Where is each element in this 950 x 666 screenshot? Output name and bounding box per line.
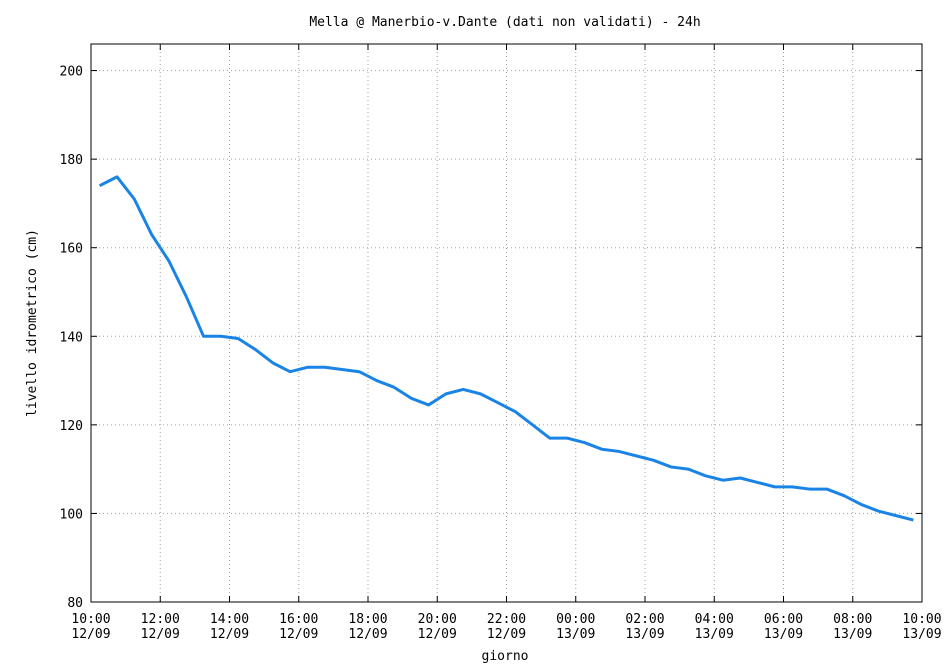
x-axis-label: giorno [482, 649, 529, 664]
x-tick-label-line: 20:00 [418, 612, 457, 627]
x-tick-label-line: 12/09 [418, 627, 457, 642]
x-tick-label: 04:00 13/09 [695, 612, 734, 642]
x-tick-label-line: 10:00 [902, 612, 941, 627]
y-tick-label: 200 [60, 65, 83, 80]
x-tick-label-line: 00:00 [556, 612, 595, 627]
y-tick-label: 180 [60, 153, 83, 168]
x-tick-label-line: 12/09 [71, 627, 110, 642]
y-tick-label: 140 [60, 330, 83, 345]
x-tick-label: 18:00 12/09 [348, 612, 387, 642]
chart-title: Mella @ Manerbio-v.Dante (dati non valid… [309, 15, 700, 30]
x-tick-label: 02:00 13/09 [625, 612, 664, 642]
x-tick-label-line: 10:00 [71, 612, 110, 627]
x-tick-label-line: 16:00 [279, 612, 318, 627]
x-tick-label-line: 12:00 [141, 612, 180, 627]
x-tick-label: 10:00 12/09 [71, 612, 110, 642]
y-tick-label: 100 [60, 507, 83, 522]
x-tick-label-line: 12/09 [487, 627, 526, 642]
plot-frame [90, 43, 923, 603]
x-tick-label-line: 12/09 [210, 627, 249, 642]
x-tick-label-line: 12/09 [279, 627, 318, 642]
x-tick-label-line: 13/09 [556, 627, 595, 642]
x-tick-label-line: 12/09 [141, 627, 180, 642]
x-tick-label-line: 13/09 [902, 627, 941, 642]
x-tick-label: 08:00 13/09 [833, 612, 872, 642]
x-tick-label-line: 04:00 [695, 612, 734, 627]
y-tick-label: 160 [60, 242, 83, 257]
data-line [98, 175, 914, 522]
x-tick-label: 10:00 13/09 [902, 612, 941, 642]
x-tick-label-line: 08:00 [833, 612, 872, 627]
x-tick-label: 00:00 13/09 [556, 612, 595, 642]
x-tick-label: 06:00 13/09 [764, 612, 803, 642]
x-tick-label-line: 14:00 [210, 612, 249, 627]
x-tick-label-line: 12/09 [348, 627, 387, 642]
x-tick-label-line: 22:00 [487, 612, 526, 627]
x-tick-label: 16:00 12/09 [279, 612, 318, 642]
x-tick-label-line: 13/09 [625, 627, 664, 642]
x-tick-label-line: 06:00 [764, 612, 803, 627]
x-tick-label-line: 18:00 [348, 612, 387, 627]
y-tick-label: 120 [60, 419, 83, 434]
y-axis-label: livello idrometrico (cm) [25, 229, 40, 417]
x-tick-label-line: 13/09 [833, 627, 872, 642]
x-tick-label-line: 13/09 [695, 627, 734, 642]
x-tick-label-line: 13/09 [764, 627, 803, 642]
x-tick-label: 12:00 12/09 [141, 612, 180, 642]
y-tick-label: 80 [67, 596, 83, 611]
x-tick-label: 14:00 12/09 [210, 612, 249, 642]
x-tick-label-line: 02:00 [625, 612, 664, 627]
x-tick-label: 20:00 12/09 [418, 612, 457, 642]
x-tick-label: 22:00 12/09 [487, 612, 526, 642]
